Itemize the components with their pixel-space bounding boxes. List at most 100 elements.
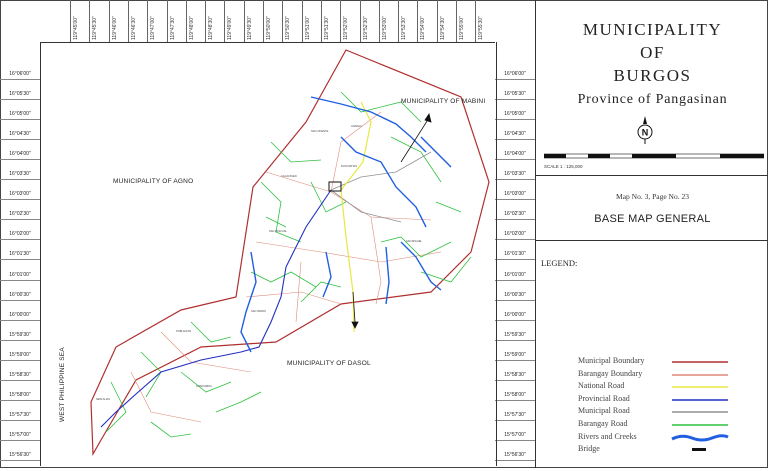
latitude-gridline xyxy=(495,379,535,381)
longitude-label: 119°47'00" xyxy=(150,16,157,40)
scale-bar xyxy=(544,153,764,159)
latitude-gridline xyxy=(0,459,40,461)
latitude-gridline xyxy=(495,279,535,281)
legend-label: Barangay Boundary xyxy=(578,368,643,378)
longitude-gridline xyxy=(436,0,438,42)
latitude-label: 16°06'00" xyxy=(504,71,526,77)
label-dasol: MUNICIPALITY OF DASOL xyxy=(287,360,371,367)
legend-label: Bridge xyxy=(578,444,600,454)
latitude-label: 16°04'30" xyxy=(504,131,526,138)
latitude-label: 16°02'00" xyxy=(504,231,526,238)
longitude-label: 119°47'30" xyxy=(169,16,176,40)
latitude-gridline xyxy=(495,99,535,101)
latitude-gridline xyxy=(495,259,535,261)
latitude-gridline xyxy=(495,359,535,361)
town-center xyxy=(328,181,342,192)
latitude-label: 15°57'30" xyxy=(504,411,526,418)
longitude-gridline xyxy=(359,0,361,42)
latitude-label: 16°02'30" xyxy=(9,211,31,218)
legend-label: National Road xyxy=(578,381,625,391)
latitude-label: 16°05'30" xyxy=(9,91,31,98)
latitude-gridline xyxy=(495,439,535,441)
longitude-label: 119°54'30" xyxy=(439,16,446,40)
latitude-gridline xyxy=(0,319,40,321)
latitude-gridline xyxy=(495,219,535,221)
municipality-map: SAN VICENTE ANAPAO CACAYASEN DON MATIAS … xyxy=(90,49,490,457)
longitude-gridline xyxy=(263,0,264,42)
latitude-gridline xyxy=(495,459,535,461)
latitude-label: 16°01'00" xyxy=(504,271,526,278)
longitude-gridline xyxy=(185,0,187,42)
map-canvas: SAN VICENTE ANAPAO CACAYASEN DON MATIAS … xyxy=(40,42,497,466)
legend-item: Municipal Boundary xyxy=(578,356,768,368)
legend-symbol xyxy=(672,411,728,414)
latitude-label: 16°02'00" xyxy=(9,231,31,238)
longitude-gridline xyxy=(378,0,380,42)
separator xyxy=(536,175,768,176)
latitude-gridline xyxy=(495,179,535,181)
longitude-gridline xyxy=(243,0,245,42)
legend-symbol xyxy=(692,448,706,452)
longitude-label: 119°45'00" xyxy=(73,16,79,40)
svg-text:SAN PASCUAL: SAN PASCUAL xyxy=(269,229,288,233)
latitude-gridline xyxy=(495,159,535,161)
latitude-label: 16°01'00" xyxy=(9,271,31,278)
latitude-label: 15°57'30" xyxy=(9,411,31,418)
latitude-label: 15°56'30" xyxy=(9,451,31,458)
legend-label: Rivers and Creeks xyxy=(578,431,637,441)
longitude-label: 119°52'30" xyxy=(362,16,369,40)
longitude-gridline xyxy=(340,0,342,42)
latitude-label: 15°56'30" xyxy=(504,451,526,458)
longitude-label: 119°48'30" xyxy=(208,16,215,40)
svg-text:CONCORDIA: CONCORDIA xyxy=(196,384,212,388)
title-line1: MUNICIPALITY xyxy=(582,20,723,39)
scale-label: SCALE 1 : 125,000 xyxy=(544,164,583,169)
legend-label: Barangay Road xyxy=(578,419,628,428)
latitude-gridline xyxy=(0,339,40,341)
latitude-label: 16°01'30" xyxy=(9,251,31,258)
longitude-label: 119°46'30" xyxy=(130,16,137,40)
longitude-label: 119°45'30" xyxy=(92,16,99,40)
latitude-gridline xyxy=(0,99,40,101)
latitude-gridline xyxy=(0,239,40,241)
latitude-gridline xyxy=(495,419,535,421)
legend-symbol xyxy=(672,373,728,376)
legend-label: Provincial Road xyxy=(578,393,630,403)
longitude-label: 119°53'00" xyxy=(381,16,388,40)
svg-text:DON MATIAS: DON MATIAS xyxy=(341,164,357,168)
title-line2: OF xyxy=(640,43,665,62)
longitude-gridline xyxy=(475,0,477,42)
map-title: BASE MAP GENERAL xyxy=(594,213,711,225)
latitude-gridline xyxy=(0,259,40,261)
latitude-label: 15°59'00" xyxy=(9,351,31,358)
latitude-gridline xyxy=(0,299,40,301)
longitude-label: 119°50'00" xyxy=(266,16,272,40)
longitude-gridline xyxy=(205,0,207,42)
latitude-label: 15°57'00" xyxy=(9,431,31,438)
longitude-gridline xyxy=(127,0,129,42)
longitude-label: 119°48'00" xyxy=(188,16,195,40)
latitude-scale-right: 16°06'00" 16°05'30" 16°05'00" 16°04'30" 16°0… xyxy=(495,42,535,466)
latitude-label: 15°57'00" xyxy=(504,431,526,438)
legend-item: Provincial Road xyxy=(578,394,768,406)
latitude-gridline xyxy=(0,379,40,381)
latitude-label: 16°04'00" xyxy=(9,151,31,158)
legend-symbol xyxy=(672,424,728,426)
svg-text:SAN VICENTE: SAN VICENTE xyxy=(311,129,329,133)
svg-text:SAN ISIDRO: SAN ISIDRO xyxy=(251,309,266,313)
latitude-gridline xyxy=(0,139,40,141)
latitude-label: 16°00'30" xyxy=(9,291,31,298)
latitude-label: 16°01'30" xyxy=(504,251,526,258)
latitude-gridline xyxy=(495,139,535,141)
longitude-gridline xyxy=(456,0,457,42)
legend-item: Barangay Boundary xyxy=(578,369,768,381)
legend-item: Municipal Road xyxy=(578,406,768,418)
svg-text:SAN MIGUEL: SAN MIGUEL xyxy=(406,239,423,243)
label-mabini: MUNICIPALITY OF MABINI xyxy=(401,98,486,105)
longitude-gridline xyxy=(108,0,110,42)
legend-item: Barangay Road xyxy=(578,419,768,431)
longitude-label: 119°49'00" xyxy=(227,16,234,40)
longitude-label: 119°46'00" xyxy=(111,16,118,40)
latitude-gridline xyxy=(0,359,40,361)
separator xyxy=(536,240,768,241)
